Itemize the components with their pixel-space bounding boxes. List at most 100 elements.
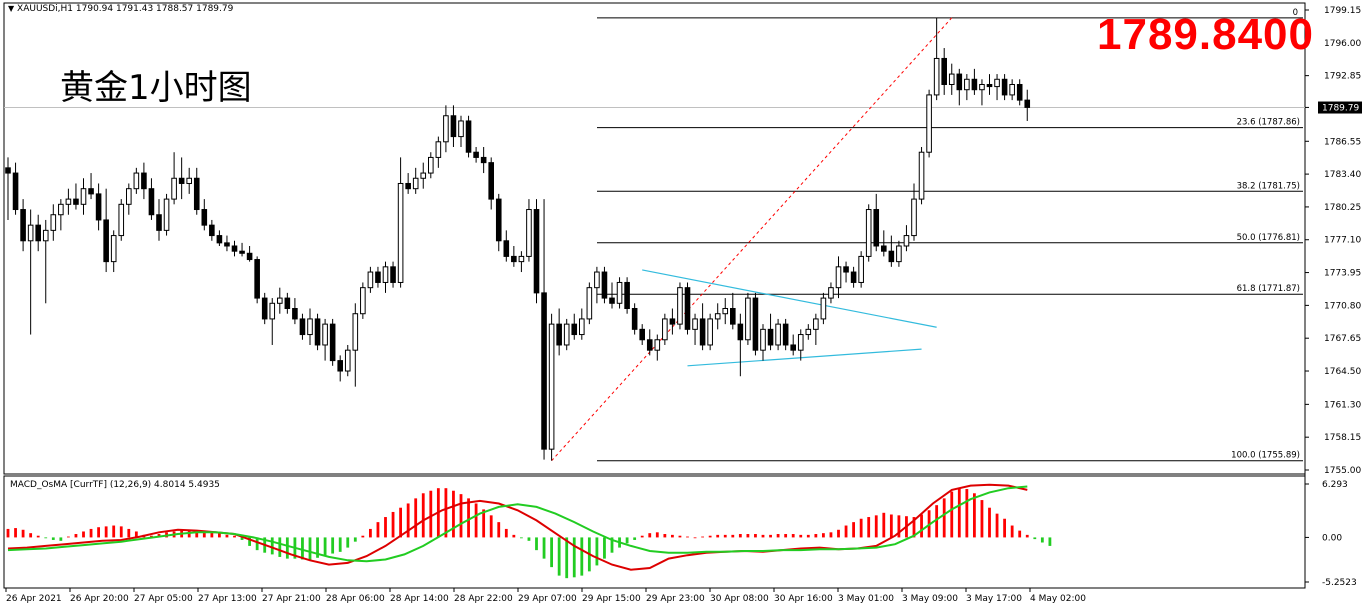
candle-body — [254, 259, 260, 299]
candle-body — [1009, 83, 1015, 96]
macd-histogram-bar — [467, 498, 470, 538]
macd-layer — [6, 483, 1052, 579]
candle-body — [95, 193, 102, 221]
macd-histogram-bar — [837, 529, 840, 538]
macd-histogram-bar — [248, 537, 251, 546]
macd-histogram-bar — [754, 534, 757, 538]
macd-histogram-bar — [112, 525, 116, 538]
candle-body — [261, 297, 268, 320]
chart-title: 黄金1小时图 — [60, 68, 252, 108]
candle-body — [58, 203, 64, 216]
candle-body — [133, 172, 140, 190]
candle-body — [760, 328, 766, 351]
macd-histogram-bar — [285, 537, 289, 559]
macd-histogram-bar — [693, 537, 697, 539]
candle-body — [873, 209, 880, 247]
time-tick-label: 28 Apr 14:00 — [390, 594, 449, 604]
candle-body — [35, 224, 42, 242]
macd-histogram-bar — [988, 507, 991, 538]
candle-body — [828, 287, 834, 299]
macd-histogram-bar — [738, 534, 742, 538]
candle-body — [820, 297, 827, 320]
candle-body — [850, 271, 857, 283]
fibonacci-layer: 0 23.6 (1787.86) 38.2 (1781.75) 50.0 (1776.… — [4, 8, 1305, 462]
price-tick-label: 1786.55 — [1324, 137, 1361, 147]
macd-histogram-bar — [965, 489, 969, 538]
price-tick-label: 1761.30 — [1324, 400, 1361, 410]
triangle-down-icon[interactable]: ▼ — [8, 4, 15, 13]
macd-histogram-bar — [776, 534, 780, 538]
candle-body — [609, 297, 615, 304]
upper-trendline — [642, 269, 937, 328]
macd-histogram-bar — [655, 532, 659, 538]
time-tick-label: 3 May 01:00 — [838, 594, 894, 604]
time-tick-label: 29 Apr 07:00 — [518, 594, 577, 604]
macd-histogram-bar — [14, 528, 17, 538]
macd-histogram-bar — [278, 537, 282, 557]
candle-body — [65, 198, 72, 205]
candle-body — [141, 172, 147, 190]
candle-body — [397, 182, 404, 283]
candle-body — [1001, 78, 1008, 96]
candle-body — [881, 245, 887, 252]
time-tick-label: 28 Apr 06:00 — [326, 594, 385, 604]
macd-histogram-bar — [550, 537, 553, 568]
macd-histogram-bar — [36, 535, 40, 538]
macd-histogram-bar — [353, 537, 357, 542]
candle-body — [344, 349, 351, 372]
candle-body — [639, 328, 646, 341]
macd-histogram-bar — [497, 522, 501, 538]
candle-body — [186, 177, 192, 184]
macd-histogram-bar — [897, 515, 901, 538]
candle-body — [624, 281, 630, 310]
candle-body — [865, 209, 872, 257]
candle-body — [246, 252, 253, 261]
candle-body — [375, 271, 381, 283]
macd-histogram-bar — [406, 503, 410, 538]
candle-body — [503, 240, 510, 257]
macd-histogram-bar — [791, 534, 795, 538]
macd-histogram-bar — [980, 500, 984, 538]
macd-histogram-bar — [459, 494, 463, 538]
candle-body — [956, 73, 963, 91]
candle-body — [835, 266, 842, 289]
macd-histogram-bar — [233, 535, 236, 538]
candle-body — [737, 323, 744, 341]
symbol-info: ▼ XAUUSDi,H1 1790.94 1791.43 1788.57 178… — [8, 4, 233, 14]
macd-histogram-bar — [391, 511, 395, 538]
current-price-label: 1789.79 — [1322, 104, 1359, 114]
candle-body — [616, 281, 623, 304]
macd-histogram-bar — [701, 536, 704, 538]
macd-histogram-bar — [74, 534, 78, 538]
macd-histogram-bar — [444, 488, 448, 538]
candle-body — [594, 271, 600, 289]
candle-body — [458, 120, 464, 138]
candle-body — [964, 78, 970, 91]
big-price: 1789.8400 — [1097, 10, 1314, 59]
candle-body — [495, 198, 502, 242]
macd-histogram-bar — [882, 512, 886, 538]
macd-histogram-bar — [6, 528, 10, 538]
macd-histogram-bar — [973, 493, 976, 538]
candle-body — [941, 57, 948, 85]
candle-body — [813, 318, 819, 330]
time-tick-label: 29 Apr 15:00 — [582, 594, 641, 604]
candle-body — [360, 287, 366, 315]
candle-body — [201, 209, 208, 226]
fib-level-label: 0 — [1293, 8, 1298, 18]
macd-histogram-bar — [942, 498, 946, 538]
macd-tick-label: 0.00 — [1322, 533, 1342, 543]
candle-body — [277, 297, 283, 304]
macd-histogram-bar — [1010, 525, 1014, 538]
macd-histogram-bar — [29, 533, 33, 538]
macd-histogram-bar — [119, 526, 123, 538]
candle-body — [805, 328, 812, 336]
macd-histogram-bar — [218, 533, 221, 538]
macd-histogram-bar — [829, 532, 833, 538]
macd-histogram-bar — [316, 537, 319, 558]
macd-histogram-bar — [482, 509, 486, 538]
candle-body — [601, 271, 608, 299]
macd-histogram-bar — [799, 534, 803, 538]
candle-body — [994, 78, 1000, 88]
macd-histogram-bar — [557, 537, 561, 576]
